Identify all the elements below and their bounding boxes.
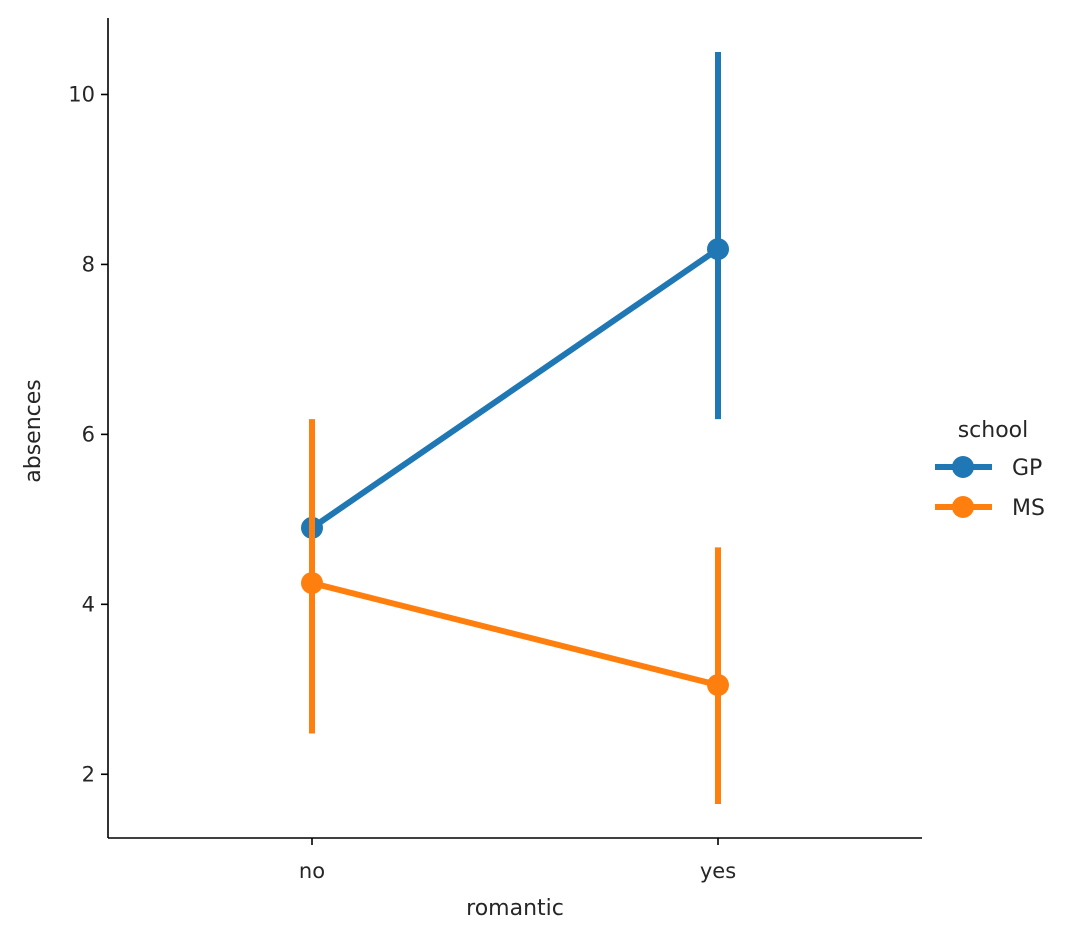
legend-title: school [958, 418, 1029, 443]
data-point-ms [707, 674, 729, 697]
y-tick-label: 4 [82, 592, 95, 616]
legend-label-gp: GP [1012, 456, 1042, 481]
y-tick-label: 2 [82, 762, 95, 786]
y-ticks: 2 4 6 8 10 [68, 82, 108, 786]
legend: school GP MS [935, 418, 1045, 521]
x-axis-title: romantic [466, 896, 564, 921]
series-gp [301, 51, 729, 622]
series-ms [301, 419, 729, 805]
x-tick-label: no [299, 859, 325, 883]
legend-marker-ms [952, 496, 974, 518]
y-tick-label: 10 [68, 82, 95, 106]
plot-area [301, 51, 729, 805]
axes [107, 18, 922, 839]
x-tick-label: yes [700, 859, 736, 883]
data-point-ms [301, 572, 323, 595]
legend-label-ms: MS [1012, 496, 1045, 521]
legend-entry-gp: GP [935, 456, 1042, 481]
series-line-ms [311, 580, 719, 688]
y-tick-label: 8 [82, 252, 95, 276]
legend-marker-gp [952, 456, 974, 478]
legend-entry-ms: MS [935, 496, 1045, 521]
series-line-gp [310, 246, 720, 531]
legend-entries: GP MS [935, 456, 1045, 521]
data-point-gp [707, 238, 729, 261]
y-tick-label: 6 [82, 422, 95, 446]
x-ticks: no yes [299, 838, 736, 883]
y-axis-title: absences [21, 379, 46, 482]
